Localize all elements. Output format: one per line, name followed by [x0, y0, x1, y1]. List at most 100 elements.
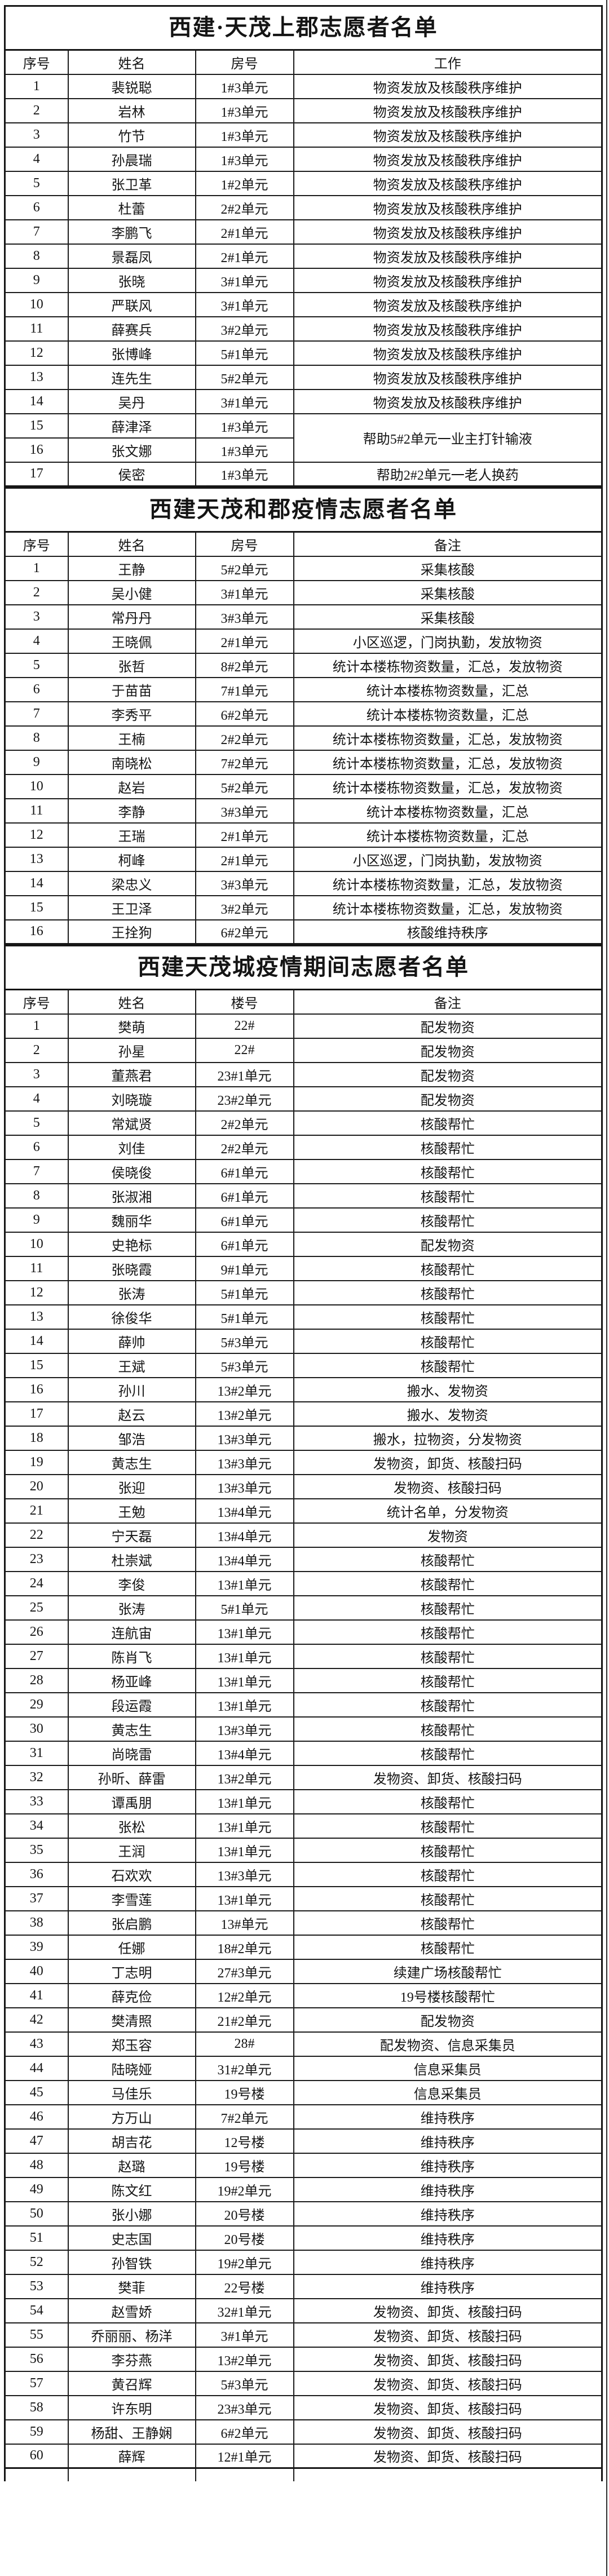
cell-note: 发物资、卸货、核酸扫码	[293, 2370, 603, 2396]
cell-seq: 14	[4, 1328, 69, 1354]
cell-name: 薛津泽	[67, 413, 196, 439]
cell-room: 5#2单元	[195, 364, 294, 390]
cell-name: 裴锐聪	[67, 73, 196, 99]
cell-note: 信息采集员	[293, 2055, 603, 2081]
cell-name: 张淑湘	[67, 1183, 196, 1209]
cell-seq: 10	[4, 291, 69, 317]
cell-seq: 60	[4, 2443, 69, 2469]
cell-note: 发物资、卸货、核酸扫码	[293, 2419, 603, 2445]
cell-note: 核酸帮忙	[293, 1546, 603, 1572]
cell-note: 核酸帮忙	[293, 1110, 603, 1136]
cell-name: 李秀平	[67, 701, 196, 727]
table-row: 59 杨甜、王静娴 6#2单元 发物资、卸货、核酸扫码	[4, 2419, 603, 2445]
cell-seq: 49	[4, 2176, 69, 2202]
cell-note: 配发物资	[293, 1086, 603, 1112]
cell-room: 1#3单元	[195, 146, 294, 172]
cell-seq: 12	[4, 822, 69, 848]
cell-name: 樊菲	[67, 2273, 196, 2299]
cell-name: 梁忠义	[67, 870, 196, 896]
cell-note: 统计名单，分发物资	[293, 1498, 603, 1524]
cell-seq: 3	[4, 1061, 69, 1087]
table-row: 9 南晓松 7#2单元 统计本楼栋物资数量，汇总，发放物资	[4, 749, 603, 775]
cell-note: 物资发放及核酸秩序维护	[293, 340, 603, 366]
cell-seq: 14	[4, 388, 69, 414]
cell-seq: 22	[4, 1522, 69, 1548]
cell-note: 物资发放及核酸秩序维护	[293, 194, 603, 220]
cell-room: 13#4单元	[195, 1498, 294, 1524]
cell-room: 2#1单元	[195, 846, 294, 872]
cell-seq: 7	[4, 701, 69, 727]
cell-seq: 5	[4, 1110, 69, 1136]
cell-room: 3#1单元	[195, 291, 294, 317]
cell-note: 核酸帮忙	[293, 1885, 603, 1911]
cell-seq: 50	[4, 2201, 69, 2227]
cell-note: 统计本楼栋物资数量，汇总	[293, 701, 603, 727]
table-row: 3 竹节 1#3单元 物资发放及核酸秩序维护	[4, 122, 603, 148]
cell-room: 13#1单元	[195, 1789, 294, 1814]
roster-table: 序号 姓名 楼号 备注 1 樊萌 22# 配发物资 2 孙星 22# 配发物资 3 董燕君 23#1…	[4, 989, 603, 2469]
cell-room: 3#3单元	[195, 870, 294, 896]
cell-room: 6#1单元	[195, 1158, 294, 1184]
cell-room: 13#2单元	[195, 2346, 294, 2372]
cell-note: 物资发放及核酸秩序维护	[293, 316, 603, 342]
cell-room: 13#1单元	[195, 1692, 294, 1718]
cell-note: 核酸帮忙	[293, 1740, 603, 1766]
cell-name: 张松	[67, 1813, 196, 1839]
cell-name: 竹节	[67, 122, 196, 148]
table-row: 8 景磊凤 2#1单元 物资发放及核酸秩序维护	[4, 243, 603, 269]
cell-seq: 29	[4, 1692, 69, 1718]
cell-room: 13#4单元	[195, 1546, 294, 1572]
cell-seq: 4	[4, 628, 69, 654]
cell-name: 宁天磊	[67, 1522, 196, 1548]
cell-note: 统计本楼栋物资数量，汇总，发放物资	[293, 895, 603, 920]
table-row: 53 樊菲 22号楼 维持秩序	[4, 2273, 603, 2299]
cell-seq: 7	[4, 1158, 69, 1184]
cell-name: 方万山	[67, 2104, 196, 2130]
cell-note: 物资发放及核酸秩序维护	[293, 73, 603, 99]
cell-seq: 30	[4, 1716, 69, 1742]
table-row: 60 薛辉 12#1单元 发物资、卸货、核酸扫码	[4, 2443, 603, 2469]
cell-name: 马佳乐	[67, 2079, 196, 2105]
cell-seq: 11	[4, 1255, 69, 1281]
cell-name: 史艳标	[67, 1231, 196, 1257]
cell-room: 13#1单元	[195, 1619, 294, 1645]
cell-note: 核酸维持秩序	[293, 919, 603, 945]
cell-seq: 13	[4, 846, 69, 872]
table-row: 46 方万山 7#2单元 维持秩序	[4, 2104, 603, 2130]
table-row: 33 谭禹朋 13#1单元 核酸帮忙	[4, 1789, 603, 1814]
cell-note: 物资发放及核酸秩序维护	[293, 291, 603, 317]
table-row: 28 杨亚峰 13#1单元 核酸帮忙	[4, 1667, 603, 1693]
cell-room: 13#1单元	[195, 1643, 294, 1669]
cell-seq: 8	[4, 1183, 69, 1209]
cell-seq: 47	[4, 2128, 69, 2154]
table-row: 10 史艳标 6#1单元 配发物资	[4, 1231, 603, 1257]
table-row: 37 李雪莲 13#1单元 核酸帮忙	[4, 1885, 603, 1911]
cell-seq: 54	[4, 2298, 69, 2323]
table-row: 7 侯晓俊 6#1单元 核酸帮忙	[4, 1158, 603, 1184]
cell-note: 核酸帮忙	[293, 1861, 603, 1887]
cell-note: 配发物资	[293, 1061, 603, 1087]
table-row: 55 乔丽丽、杨洋 3#1单元 发物资、卸货、核酸扫码	[4, 2322, 603, 2348]
cell-note: 核酸帮忙	[293, 1813, 603, 1839]
cell-name: 胡吉花	[67, 2128, 196, 2154]
table-row: 58 许东明 23#3单元 发物资、卸货、核酸扫码	[4, 2394, 603, 2420]
cell-name: 吴小健	[67, 579, 196, 605]
table-row: 9 魏丽华 6#1单元 核酸帮忙	[4, 1207, 603, 1233]
cell-name: 孙智铁	[67, 2249, 196, 2275]
cell-seq: 55	[4, 2322, 69, 2348]
cell-room: 3#3单元	[195, 604, 294, 630]
cell-room: 7#2单元	[195, 2104, 294, 2130]
cell-name: 杜蕾	[67, 194, 196, 220]
cell-note: 发物资、卸货、核酸扫码	[293, 2394, 603, 2420]
cell-seq: 15	[4, 413, 69, 439]
cell-note: 统计本楼栋物资数量，汇总	[293, 676, 603, 702]
cell-name: 张晓	[67, 267, 196, 293]
cell-room: 21#2单元	[195, 2007, 294, 2033]
cell-note: 小区巡逻，门岗执勤，发放物资	[293, 628, 603, 654]
cell-name: 柯峰	[67, 846, 196, 872]
col-header-name: 姓名	[67, 49, 196, 75]
cell-name: 王勉	[67, 1498, 196, 1524]
cell-seq: 44	[4, 2055, 69, 2081]
cell-note: 配发物资	[293, 1013, 603, 1039]
table-row: 17 侯密 1#3单元 帮助2#2单元一老人换药	[4, 461, 603, 487]
